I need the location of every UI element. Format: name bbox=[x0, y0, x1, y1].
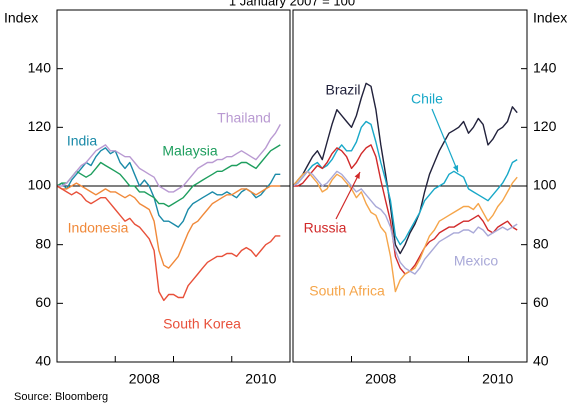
series-label: Mexico bbox=[454, 253, 499, 269]
chart-subtitle: 1 January 2007 = 100 bbox=[229, 0, 355, 8]
y-tick-label: 100 bbox=[28, 177, 52, 193]
label-arrow bbox=[335, 171, 361, 220]
series-line bbox=[292, 170, 518, 275]
panel-frame bbox=[56, 9, 291, 363]
y-tick-label: 80 bbox=[533, 235, 549, 251]
series-line bbox=[56, 182, 281, 269]
series-line bbox=[57, 124, 281, 193]
arrow-head bbox=[354, 172, 360, 179]
series-label: South Korea bbox=[163, 316, 241, 332]
series-label: Brazil bbox=[325, 82, 360, 98]
series-line bbox=[56, 144, 281, 208]
series-label: Chile bbox=[411, 91, 443, 107]
label-arrow bbox=[431, 108, 459, 173]
panel-frame bbox=[292, 9, 528, 363]
series-label: Thailand bbox=[217, 110, 271, 126]
series-label: India bbox=[67, 133, 98, 149]
series-label: Malaysia bbox=[162, 143, 217, 159]
x-tick-label: 2010 bbox=[245, 371, 276, 387]
y-tick-label: 140 bbox=[533, 59, 557, 75]
series-label: Indonesia bbox=[68, 220, 129, 236]
series-label: Russia bbox=[304, 220, 347, 236]
x-tick-label: 2008 bbox=[365, 371, 396, 387]
series-line bbox=[56, 185, 281, 302]
x-tick-label: 2010 bbox=[482, 371, 513, 387]
y-tick-label: 140 bbox=[28, 59, 52, 75]
series-line bbox=[292, 120, 518, 246]
y-axis-label: Index bbox=[4, 10, 38, 26]
x-tick-label: 2008 bbox=[129, 371, 160, 387]
y-tick-label: 100 bbox=[533, 177, 557, 193]
series-line bbox=[292, 170, 518, 293]
y-tick-label: 40 bbox=[35, 353, 51, 369]
y-tick-label: 120 bbox=[28, 118, 52, 134]
series-line bbox=[56, 147, 281, 228]
y-tick-label: 80 bbox=[35, 235, 51, 251]
source-note: Source: Bloomberg bbox=[14, 391, 108, 403]
y-tick-label: 120 bbox=[533, 118, 557, 134]
y-tick-label: 60 bbox=[533, 294, 549, 310]
series-line bbox=[292, 82, 518, 255]
y-tick-label: 40 bbox=[533, 353, 549, 369]
arrow-head bbox=[453, 165, 459, 172]
y-axis-label: Index bbox=[533, 10, 567, 26]
series-label: South Africa bbox=[309, 283, 385, 299]
y-tick-label: 60 bbox=[35, 294, 51, 310]
